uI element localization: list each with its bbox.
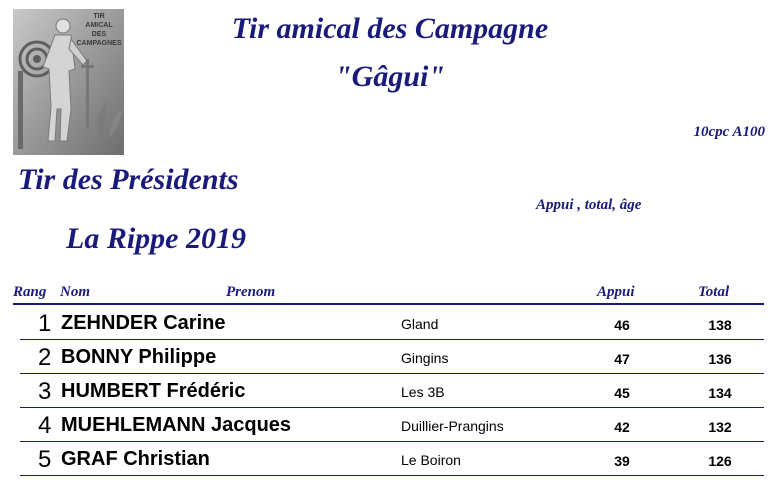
row-club: Gingins [401,350,449,366]
row-appui: 47 [614,351,630,367]
column-header-total: Total [698,284,730,300]
column-header-name: Nom [60,284,90,300]
row-name: GRAF Christian [61,448,210,470]
row-total: 136 [708,351,732,367]
row-total: 126 [708,453,732,469]
row-appui: 39 [614,453,630,469]
table-row: 3 HUMBERT Frédéric Les 3B 45 134 [20,374,764,408]
row-appui: 46 [614,317,630,333]
logo-text: TIR AMICAL DES CAMPAGNES [75,12,123,48]
row-club: Duillier-Prangins [401,418,504,434]
row-rank: 5 [38,446,52,473]
row-club: Le Boiron [401,452,461,468]
row-appui: 45 [614,385,630,401]
row-rank: 4 [38,412,52,439]
row-total: 134 [708,385,732,401]
logo-text-line: CAMPAGNES [76,40,122,47]
row-name: HUMBERT Frédéric [61,380,246,402]
row-total: 138 [708,317,732,333]
row-name: MUEHLEMANN Jacques [61,414,292,436]
row-club: Les 3B [401,384,445,400]
row-rank: 1 [38,310,52,337]
column-header-firstname: Prenom [226,284,276,300]
shooting-format: 10cpc A100 [693,124,765,140]
club-logo: TIR AMICAL DES CAMPAGNES [13,9,124,155]
table-row: 2 BONNY Philippe Gingins 47 136 [20,340,764,374]
club-title: Tir amical des Campagne [231,12,549,45]
row-name: BONNY Philippe [61,346,217,368]
row-appui: 42 [614,419,630,435]
row-rank: 3 [38,378,52,405]
club-nickname: "Gâgui" [335,60,445,93]
table-row: 4 MUEHLEMANN Jacques Duillier-Prangins 4… [20,408,764,442]
logo-text-line: AMICAL [85,22,113,29]
column-header-appui: Appui [597,284,635,300]
header-divider [13,303,764,305]
column-header-rank: Rang [13,284,47,300]
place-year: La Rippe 2019 [66,222,246,255]
row-total: 132 [708,419,732,435]
logo-text-line: DES [91,31,107,38]
event-title: Tir des Présidents [18,163,239,196]
row-rank: 2 [38,344,52,371]
row-club: Gland [401,316,439,332]
tiebreak-note: Appui , total, âge [536,197,642,213]
table-row: 5 GRAF Christian Le Boiron 39 126 [20,442,764,476]
table-row: 1 ZEHNDER Carine Gland 46 138 [20,306,764,340]
row-name: ZEHNDER Carine [61,312,226,334]
logo-text-line: TIR [93,13,105,20]
